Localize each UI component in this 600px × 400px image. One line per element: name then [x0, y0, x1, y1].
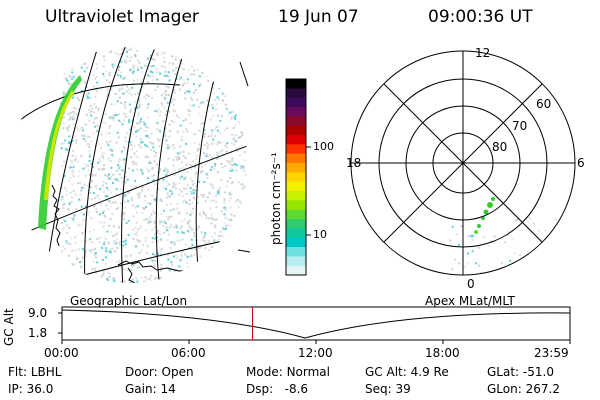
gc-alt-axis-title: GC Alt [2, 308, 16, 346]
colorbar-cell [286, 144, 306, 155]
info-glat: GLat: -51.0 [487, 365, 554, 379]
x-tick-label: 18:00 [425, 346, 460, 360]
colorbar-cell [286, 135, 306, 145]
colorbar-cell [286, 256, 306, 267]
colorbar-cell [286, 116, 306, 127]
mlat-label-70: 70 [512, 119, 528, 133]
x-tick-label: 00:00 [44, 346, 79, 360]
date-label: 19 Jun 07 [278, 7, 359, 27]
app-title: Ultraviolet Imager [45, 7, 199, 27]
polar-aurora-spots [470, 197, 495, 238]
timeline-plot [58, 306, 571, 344]
mlt-label-0: 0 [467, 277, 475, 291]
colorbar-cell [286, 163, 306, 173]
colorbar-cell [286, 247, 306, 257]
info-seq: Seq: 39 [365, 382, 411, 396]
colorbar-cell [286, 200, 306, 211]
gc-alt-tick-low: 1.8 [28, 326, 48, 340]
colorbar-cell [286, 88, 306, 99]
colorbar-tick-10: 10 [313, 228, 327, 241]
colorbar-tick-100: 100 [313, 140, 334, 153]
polar-speckle-field [449, 217, 557, 274]
colorbar-cell [286, 125, 306, 136]
colorbar-cell [286, 237, 306, 248]
aurora-band [38, 75, 82, 230]
colorbar-unit-label: photon cm⁻²s⁻¹ [269, 152, 283, 245]
colorbar-cell [286, 97, 306, 108]
info-dsp: Dsp: -8.6 [246, 382, 309, 396]
colorbar-cell [286, 181, 306, 192]
time-label: 09:00:36 UT [428, 7, 533, 27]
mlt-label-6: 6 [577, 156, 585, 170]
x-tick-label: 23:59 [534, 346, 569, 360]
info-gain: Gain: 14 [125, 382, 176, 396]
info-mode: Mode: Normal [246, 365, 330, 379]
colorbar-cell [286, 79, 306, 89]
colorbar-cell [286, 228, 306, 239]
colorbar-cell [286, 209, 306, 220]
geographic-latlon-label: Geographic Lat/Lon [70, 294, 188, 308]
x-tick-label: 12:00 [298, 346, 333, 360]
mlat-label-60: 60 [536, 97, 552, 111]
colorbar-cell [286, 219, 306, 229]
geographic-globe-view [12, 47, 251, 283]
info-door: Door: Open [125, 365, 194, 379]
info-ip: IP: 36.0 [8, 382, 54, 396]
colorbar-cell [286, 191, 306, 201]
info-gc-alt: GC Alt: 4.9 Re [365, 365, 449, 379]
colorbar-cell [286, 265, 306, 276]
info-flt: Flt: LBHL [8, 365, 62, 379]
polar-mlt-plot [350, 50, 576, 276]
colorbar-cell [286, 172, 306, 183]
colorbar-cell [286, 153, 306, 164]
x-tick-label: 06:00 [171, 346, 206, 360]
colorbar [285, 78, 311, 276]
info-glon: GLon: 267.2 [487, 382, 560, 396]
colorbar-cell [286, 107, 306, 117]
mlat-label-80: 80 [492, 140, 508, 154]
globe-speckle-field [60, 47, 248, 283]
gc-alt-tick-high: 9.0 [28, 306, 48, 320]
mlt-label-12: 12 [475, 46, 491, 60]
apex-mlat-mlt-label: Apex MLat/MLT [425, 294, 515, 308]
mlt-label-18: 18 [346, 156, 362, 170]
